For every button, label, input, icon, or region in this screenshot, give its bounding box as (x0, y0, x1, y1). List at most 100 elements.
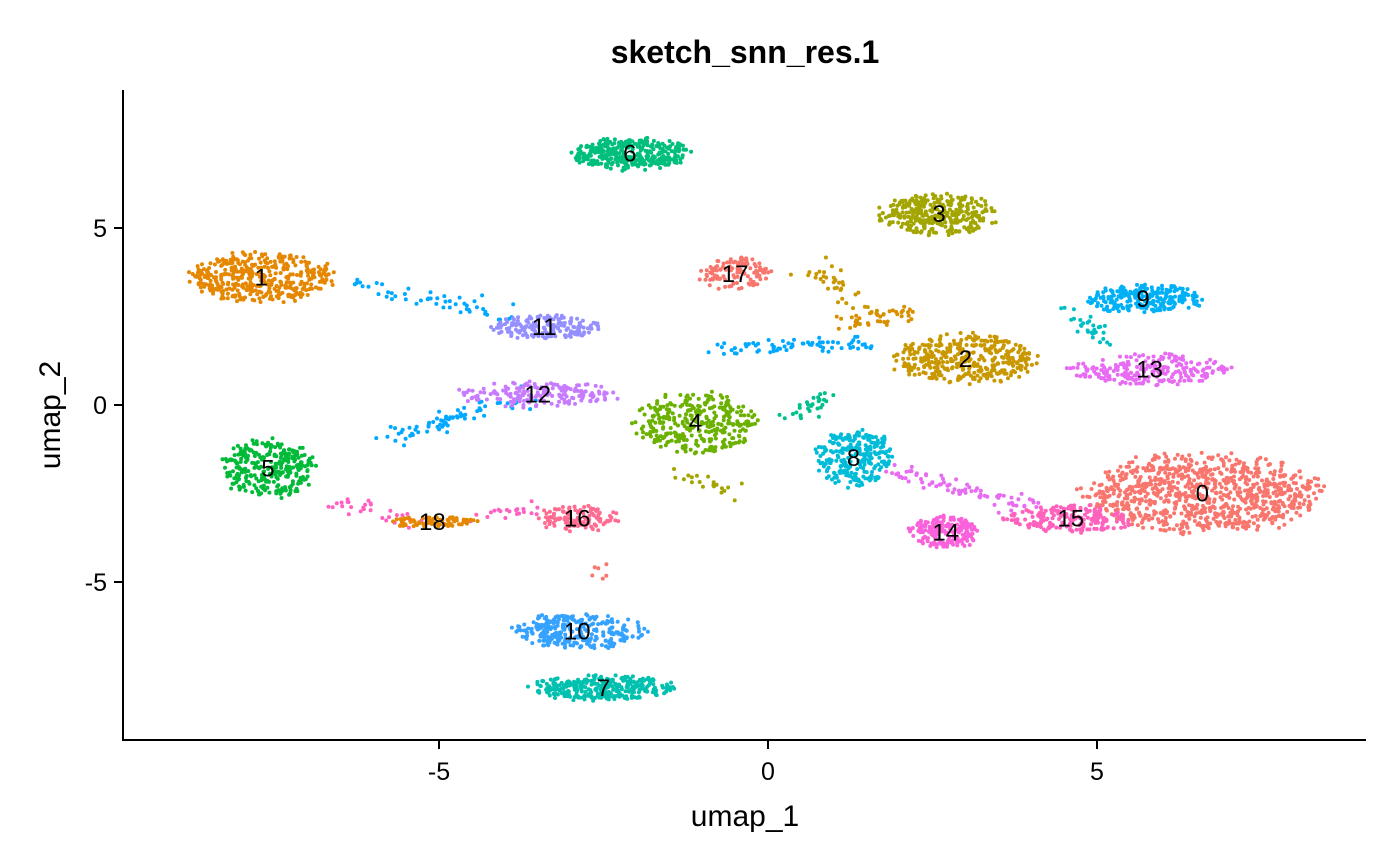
cluster-8-point (857, 483, 862, 488)
cluster-1-point (274, 294, 279, 299)
cluster-1-point (272, 259, 277, 264)
cluster-0-point (1241, 470, 1246, 474)
cluster-0-point (1164, 494, 1169, 498)
cluster-4-point (661, 404, 666, 409)
cluster-7-point (572, 687, 577, 692)
cluster-3-point (890, 220, 895, 225)
cluster-5-point (236, 477, 240, 482)
cluster-2-point (958, 341, 963, 345)
cluster-2-point (910, 346, 915, 351)
bridge-point (467, 309, 472, 314)
bridge-point (914, 473, 919, 477)
cluster-0-point (1186, 473, 1190, 478)
cluster-1-point (288, 286, 293, 290)
cluster-2-point (965, 350, 970, 355)
bridge-point (782, 344, 787, 349)
cluster-4-point (707, 437, 712, 442)
cluster-10-point (551, 633, 556, 638)
bridge-point (464, 303, 469, 308)
cluster-6-point (613, 157, 618, 162)
bridge-point (445, 423, 450, 428)
cluster-2-point (1007, 359, 1012, 364)
cluster-5-point (299, 460, 304, 465)
cluster-3-point (950, 231, 955, 236)
bridge-point (869, 310, 874, 314)
cluster-8-point (858, 452, 863, 457)
cluster-2-point (930, 351, 935, 355)
cluster-7-point (598, 692, 603, 697)
bridge-point (1022, 503, 1027, 508)
cluster-1-point (317, 279, 322, 284)
bridge-point (361, 505, 366, 510)
cluster-10-point (530, 641, 535, 646)
cluster-2-point (912, 372, 917, 377)
cluster-0-point (1153, 499, 1157, 504)
bridge-point (689, 475, 694, 480)
bridge-point (903, 476, 908, 481)
bridge-point (443, 299, 448, 304)
cluster-4-point (662, 414, 666, 419)
cluster-0-point (1255, 527, 1260, 532)
bridge-point (1085, 328, 1090, 333)
cluster-4-point (692, 451, 697, 456)
cluster-4-point (737, 433, 741, 438)
cluster-0-point (1105, 494, 1110, 499)
cluster-4-point (753, 421, 758, 426)
cluster-9-point (1145, 304, 1150, 309)
cluster-4-point (742, 413, 747, 418)
bridge-point (384, 294, 389, 299)
cluster-9-point (1116, 309, 1121, 314)
cluster-4-point (675, 449, 680, 454)
bridge-point (368, 508, 373, 513)
cluster-0-point (1249, 492, 1254, 497)
cluster-12-point (515, 396, 520, 401)
cluster-12-point (482, 390, 487, 395)
cluster-0-point (1153, 453, 1157, 458)
cluster-4-point (681, 438, 686, 442)
bridge-point (942, 480, 946, 485)
cluster-0-point (1165, 476, 1170, 481)
cluster-2-point (988, 371, 993, 376)
cluster-0-point (1162, 451, 1167, 456)
cluster-6-point (673, 153, 678, 158)
cluster-0-point (1163, 519, 1168, 524)
cluster-7-point (610, 679, 615, 684)
bridge-point (715, 342, 720, 347)
cluster-8-point (837, 442, 842, 447)
cluster-2-point (992, 334, 997, 339)
cluster-3-point (940, 222, 944, 226)
cluster-9-point (1112, 301, 1117, 306)
cluster-4-point (654, 439, 659, 443)
bridge-point (822, 397, 826, 402)
cluster-9-point (1116, 289, 1121, 294)
cluster-7-point (538, 684, 543, 689)
cluster-0-point (1140, 498, 1144, 503)
cluster-5-point (250, 460, 255, 465)
cluster-0-point (1264, 477, 1269, 482)
cluster-1-point (217, 284, 222, 289)
cluster-3-point (914, 226, 919, 231)
cluster-6-point (615, 145, 620, 150)
cluster-6-point (644, 138, 649, 143)
cluster-8-point (880, 436, 885, 441)
cluster-10-point (544, 621, 549, 626)
cluster-12-point (572, 389, 577, 393)
cluster-0-point (1195, 502, 1200, 507)
cluster-0-point (1100, 503, 1105, 508)
cluster-9-point (1194, 299, 1199, 304)
cluster-8-point (843, 464, 848, 469)
cluster-10-point (607, 630, 612, 635)
cluster-9-point (1128, 303, 1133, 308)
cluster-7-point (634, 682, 639, 687)
cluster-8-point (853, 471, 858, 476)
cluster-0-point (1116, 486, 1121, 491)
cluster-7-point (555, 676, 560, 681)
cluster-0-point (1167, 471, 1172, 476)
bridge-point (393, 438, 398, 443)
bridge-point (906, 313, 911, 318)
cluster-8-point (840, 446, 845, 451)
cluster-0-point (1212, 499, 1216, 504)
cluster-4-point (658, 434, 663, 439)
bridge-point (483, 404, 488, 409)
cluster-7-point (589, 690, 594, 695)
